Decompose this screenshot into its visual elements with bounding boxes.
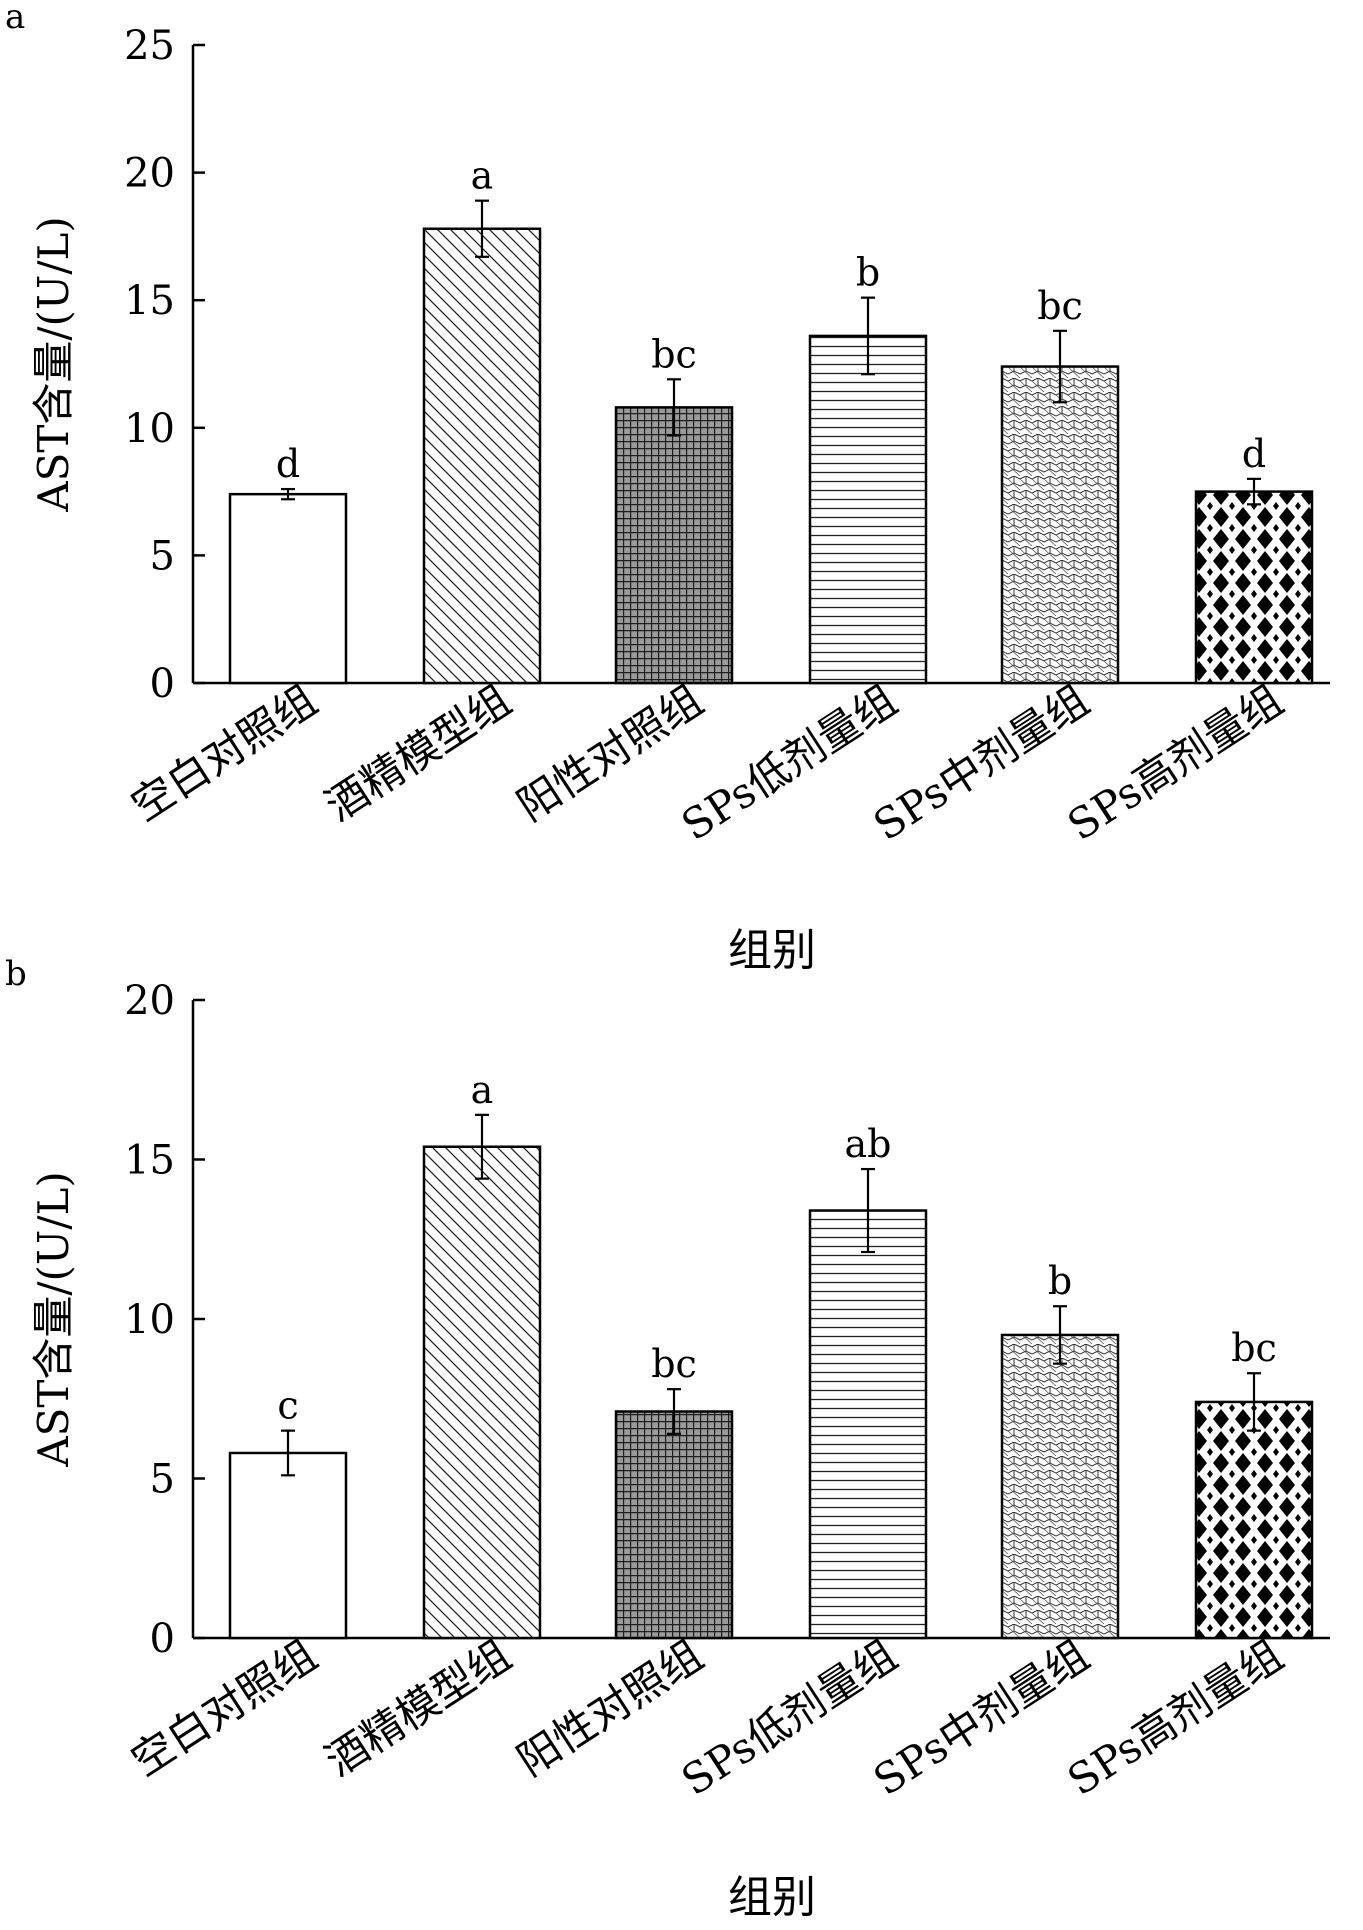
panel-b: b05101520c空白对照组a酒精模型组bc阳性对照组abSPs低剂量组bSP…	[5, 954, 1330, 1923]
category-label: SPs高剂量组	[1059, 675, 1292, 850]
y-tick-label: 25	[124, 23, 175, 69]
y-tick-label: 5	[150, 533, 175, 579]
y-axis-title: AST含量/(U/L)	[29, 1171, 78, 1467]
error-bar	[1247, 1372, 1261, 1432]
error-bar	[861, 1167, 875, 1254]
error-bar	[1247, 477, 1261, 506]
bar	[1194, 1400, 1314, 1640]
significance-label: bc	[651, 332, 697, 376]
category-label: SPs中剂量组	[865, 675, 1098, 850]
bar	[422, 1145, 542, 1640]
y-tick-label: 10	[124, 1297, 175, 1343]
error-bar	[475, 1113, 489, 1180]
bar	[1194, 490, 1314, 685]
error-bar	[667, 1388, 681, 1435]
error-bar	[861, 296, 875, 376]
y-tick-label: 10	[124, 406, 175, 452]
significance-label: bc	[651, 1342, 697, 1386]
x-axis-title: 组别	[728, 925, 816, 976]
bar	[614, 1410, 734, 1640]
panel-label: b	[5, 954, 27, 994]
error-bar	[281, 487, 295, 501]
significance-label: bc	[1037, 284, 1083, 328]
significance-label: a	[471, 1068, 494, 1112]
error-bar	[667, 378, 681, 437]
significance-label: b	[856, 251, 880, 295]
y-axis-title: AST含量/(U/L)	[29, 216, 78, 512]
error-bar	[1053, 1305, 1067, 1365]
bar	[1000, 1333, 1120, 1640]
significance-label: c	[277, 1384, 298, 1428]
error-bar	[1053, 329, 1067, 404]
significance-label: a	[471, 154, 494, 198]
bar	[808, 1209, 928, 1640]
significance-label: ab	[845, 1122, 892, 1166]
bar	[228, 1451, 348, 1640]
category-label: 酒精模型组	[317, 1630, 520, 1785]
bar	[228, 492, 348, 685]
error-bar	[475, 199, 489, 258]
significance-label: bc	[1231, 1326, 1277, 1370]
y-tick-label: 0	[150, 661, 175, 707]
y-tick-label: 20	[124, 151, 175, 197]
significance-label: b	[1048, 1259, 1072, 1303]
y-tick-label: 15	[124, 1138, 175, 1184]
y-tick-label: 5	[150, 1457, 175, 1503]
category-label: SPs高剂量组	[1059, 1630, 1292, 1805]
panel-label: a	[5, 0, 25, 37]
category-label: SPs低剂量组	[673, 1630, 906, 1805]
error-bar	[281, 1429, 295, 1477]
category-label: SPs中剂量组	[865, 1630, 1098, 1805]
bar	[422, 227, 542, 685]
bar	[808, 334, 928, 685]
bar	[1000, 365, 1120, 685]
bar	[614, 406, 734, 685]
significance-label: d	[276, 442, 300, 486]
panel-a: a0510152025d空白对照组a酒精模型组bc阳性对照组bSPs低剂量组bc…	[5, 0, 1330, 976]
y-tick-label: 20	[124, 978, 175, 1024]
category-label: SPs低剂量组	[673, 675, 906, 850]
y-tick-label: 15	[124, 278, 175, 324]
y-tick-label: 0	[150, 1616, 175, 1662]
x-axis-title: 组别	[728, 1872, 816, 1923]
significance-label: d	[1242, 432, 1266, 476]
category-label: 酒精模型组	[317, 675, 520, 830]
